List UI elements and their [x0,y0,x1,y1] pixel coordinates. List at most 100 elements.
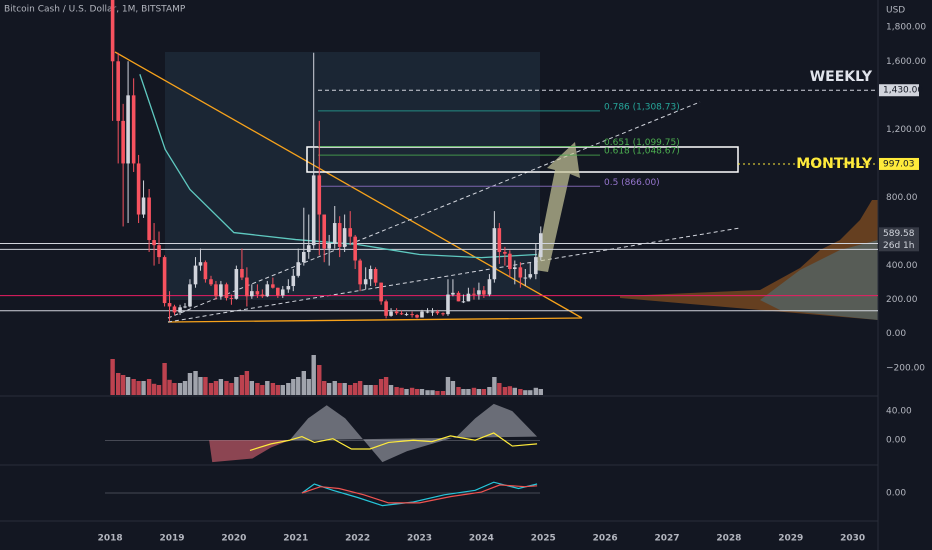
volume-bar [208,383,214,395]
volume-bar [280,385,285,395]
chart-title: Bitcoin Cash / U.S. Dollar, 1M, BITSTAMP [4,5,186,15]
volume-bar [466,389,471,395]
x-tick-label: 2026 [593,534,618,544]
candle-body [373,269,378,283]
volume-bar [461,389,466,395]
volume-bar [120,375,126,395]
volume-bar [399,387,404,395]
candle-body [332,223,337,244]
candle-body [286,286,291,290]
volume-bar [404,389,409,395]
candle-body [317,175,322,215]
candle-body [209,279,213,285]
candle-body [342,228,347,247]
monthly-price: 997.03 [883,159,915,169]
weekly-label: WEEKLY [810,69,873,85]
volume-bar [440,391,446,395]
x-tick-label: 2023 [407,534,432,544]
oscillator-line [301,481,538,507]
candle-body [482,290,486,295]
channel-line [167,101,701,319]
x-tick-label: 2030 [840,534,865,544]
volume-bar [357,381,363,395]
fib-label: 0.786 (1,308.73) [604,102,680,112]
volume-bar [187,373,193,395]
y-tick-label: 0.00 [886,489,906,499]
candle-body [487,279,492,295]
volume-bar [115,373,121,395]
volume-bar [518,389,523,395]
volume-bar [383,377,389,395]
candle-body [503,251,507,254]
candle-body [188,284,192,307]
monthly-price-bg [879,157,919,170]
fib-label: 0.651 (1,099.75) [604,138,680,148]
volume-bar [425,390,430,395]
volume-bar [301,371,307,395]
candle-body [250,291,254,297]
candle-body [358,260,362,285]
last-price-bg [879,227,919,252]
trendline [114,51,583,319]
oscillator-area [289,403,538,463]
volume-bar [332,381,337,395]
y-tick-label: 800.00 [886,193,918,203]
candle-body [384,301,388,316]
candle-body [353,236,357,261]
volume-bar [507,386,513,395]
volume-bar [476,389,482,395]
candle-body [466,293,471,302]
x-tick-label: 2022 [345,534,370,544]
candle-body [461,301,466,303]
candle-body [193,265,198,285]
candle-body [183,306,187,308]
volume-bar [394,387,399,395]
volume-profile-value [760,240,878,320]
volume-bar [533,387,539,395]
arrow [535,142,580,272]
fib-label: 0.618 (1,048.67) [604,147,680,157]
candle-body [538,233,543,258]
volume-bar [146,379,152,395]
x-tick-label: 2019 [159,534,184,544]
volume-bar [528,390,533,395]
volume-bar [538,389,543,395]
candle-body [271,284,275,288]
volume-bar [435,391,440,395]
candle-body [322,214,327,249]
candle-body [435,311,440,314]
candle-body [451,292,455,295]
volume-bar [296,377,301,395]
candle-body [399,313,404,315]
weekly-price: 1,430.00 [883,86,923,96]
volume-bar [450,381,456,395]
candle-body [131,95,136,164]
candle-body [152,240,156,246]
volume-bar [182,381,188,395]
candle-body [534,257,538,275]
fib-label: 0.5 (866.00) [604,178,660,188]
candle-body [394,311,399,314]
volume-bar [203,377,208,395]
volume-bar [291,379,296,395]
price-pane: 0.786 (1,308.73) 0.651 (1,099.75)0.618 (1… [0,0,878,395]
volume-bar [136,381,141,395]
candle-body [523,277,528,279]
x-tick-label: 2018 [98,534,123,544]
volume-bar [156,385,162,395]
candle-body [198,262,203,266]
candle-body [126,95,130,164]
candle-body [245,277,249,297]
volume-bar [388,385,394,395]
candle-body [167,303,172,307]
target-box [306,146,739,173]
x-tick-label: 2021 [283,534,308,544]
candle-body [265,284,270,297]
candle-body [157,245,161,258]
candle-body [363,279,368,285]
y-tick-label: 1,600.00 [886,57,926,67]
oscillator-area [209,440,290,463]
candle-body [276,287,280,296]
candle-body [172,306,177,313]
volume-bar [162,363,167,395]
